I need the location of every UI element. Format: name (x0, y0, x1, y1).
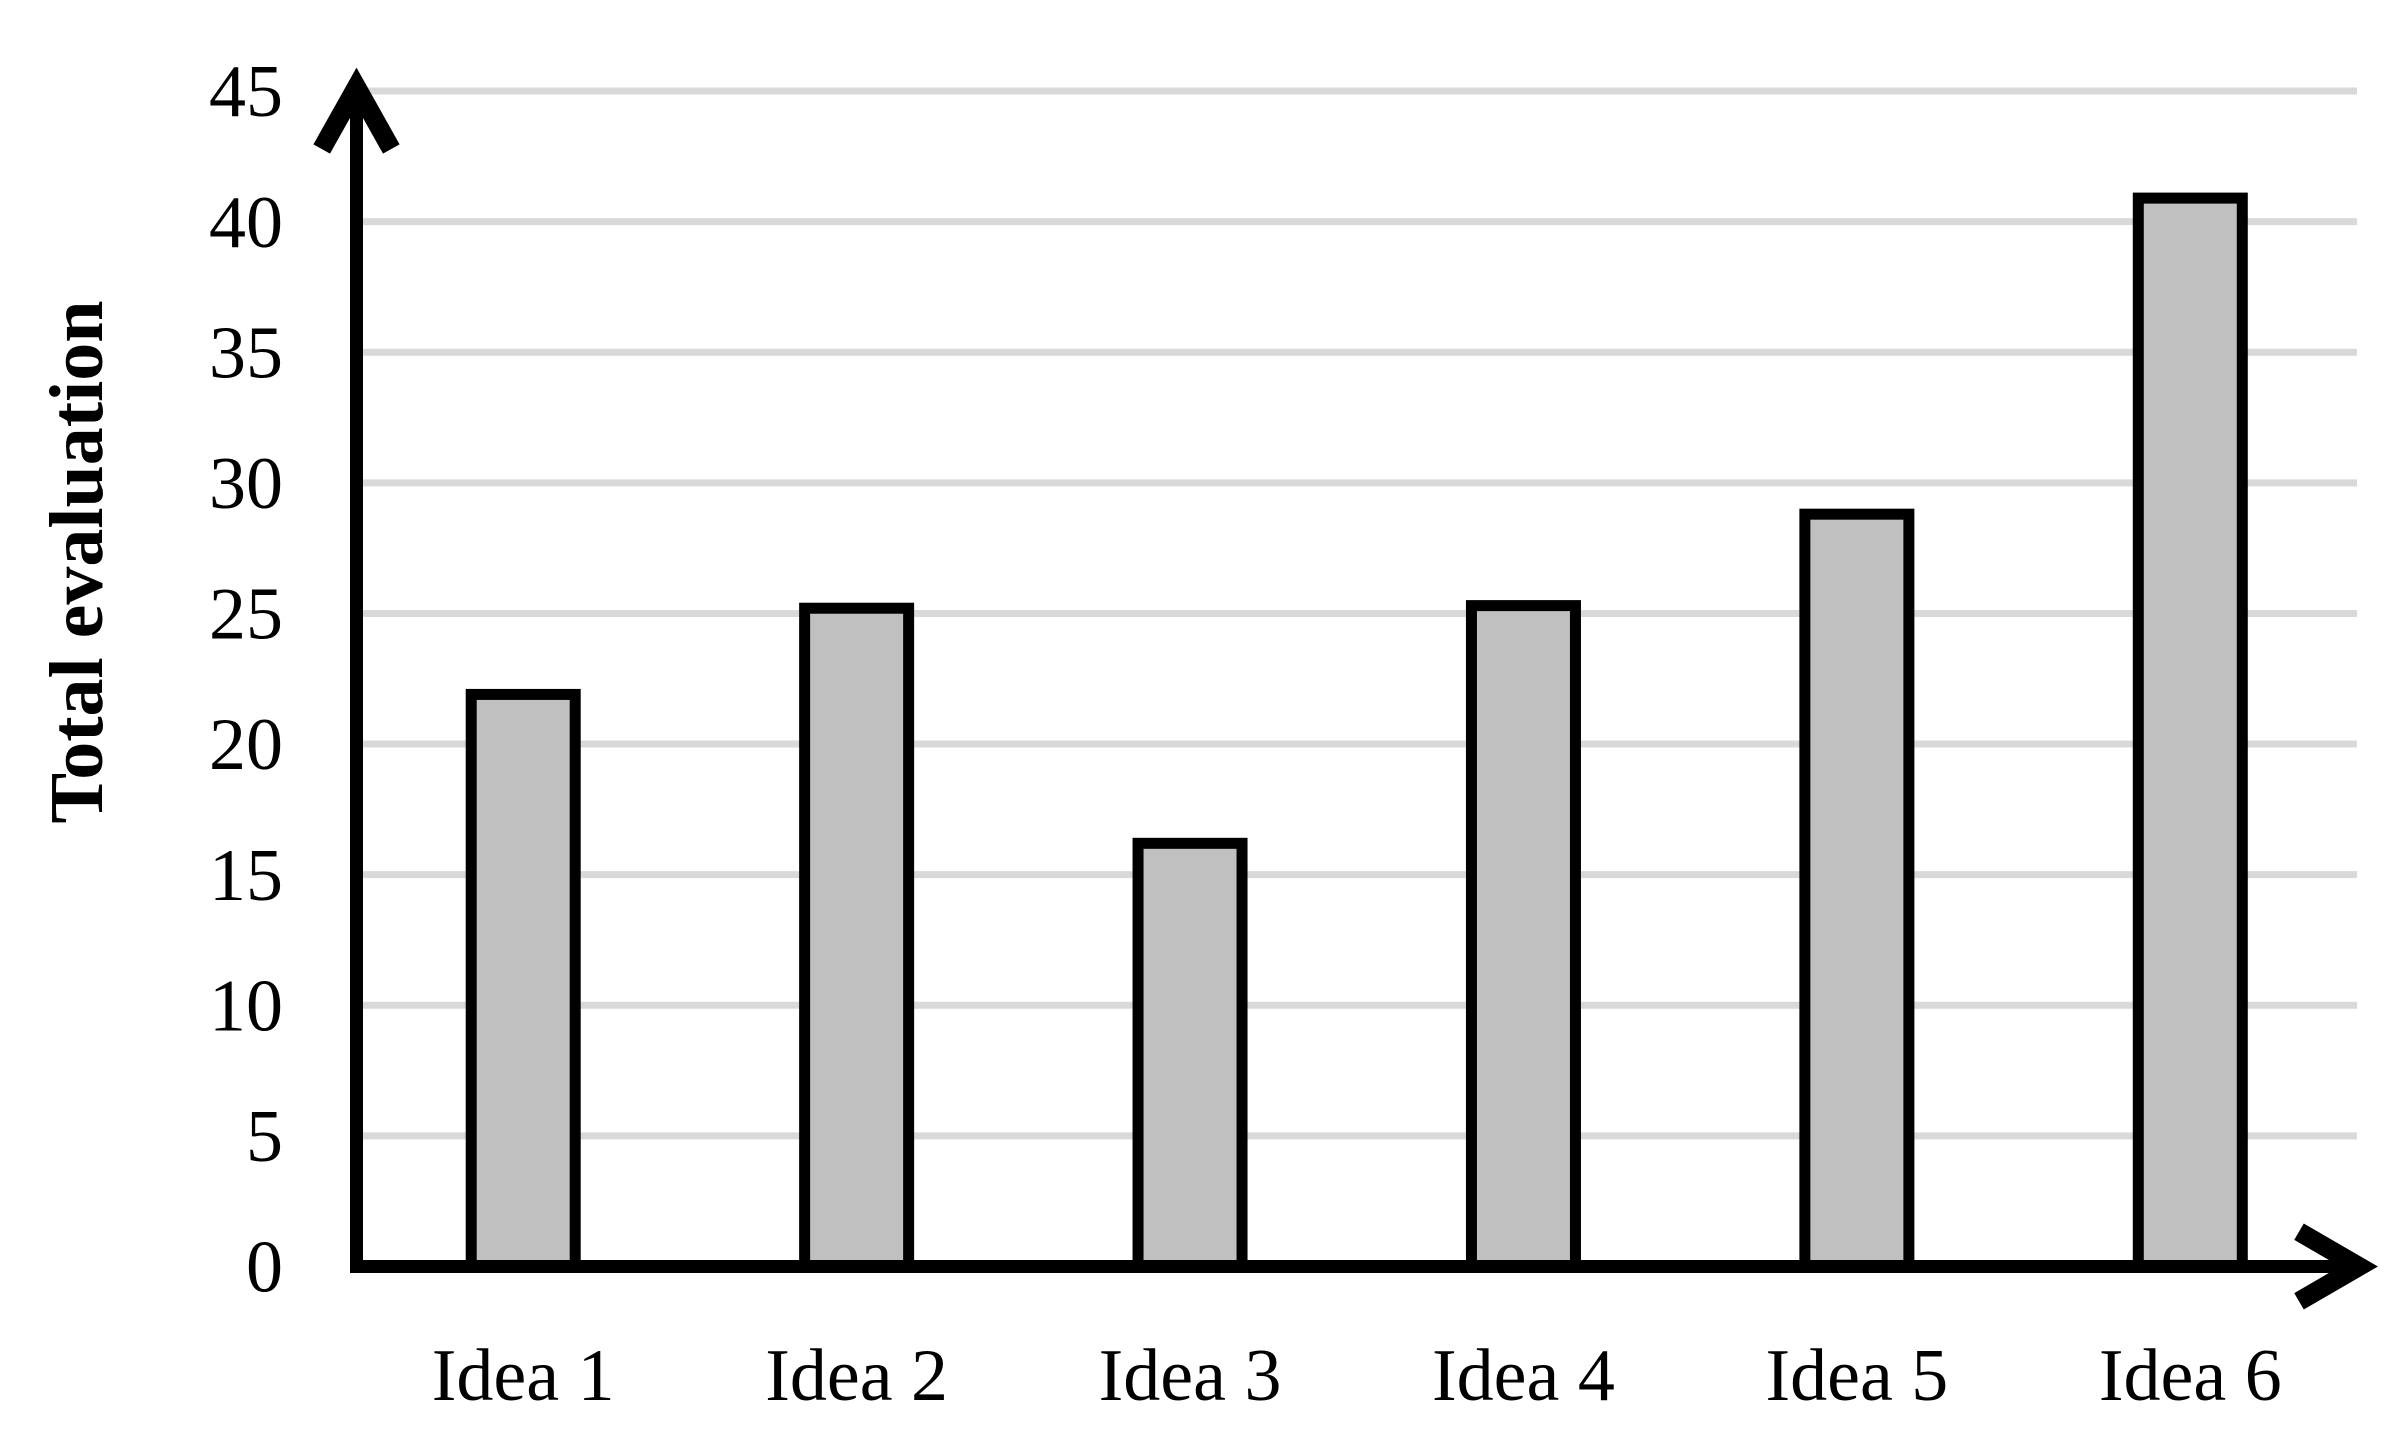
x-category-label-4: Idea 4 (1432, 1335, 1615, 1417)
y-tick-label-15: 15 (209, 835, 283, 917)
y-tick-label-0: 0 (246, 1227, 283, 1309)
y-tick-label-25: 25 (209, 574, 283, 656)
gridlines (356, 87, 2357, 1140)
y-tick-label-30: 30 (209, 443, 283, 525)
y-tick-label-5: 5 (246, 1096, 283, 1178)
y-tick-label-40: 40 (209, 182, 283, 264)
bar-idea-6 (2132, 192, 2248, 1273)
bar-idea-1 (465, 688, 581, 1272)
x-axis-arrow-icon (2294, 1223, 2378, 1310)
y-tick-labels: 0 5 10 15 20 25 30 35 40 45 (209, 51, 283, 1309)
y-tick-label-10: 10 (209, 965, 283, 1047)
x-category-label-5: Idea 5 (1765, 1335, 1948, 1417)
y-axis-title: Total evaluation (35, 301, 119, 824)
y-axis-arrow-icon (313, 67, 400, 154)
bar-idea-5 (1799, 508, 1915, 1272)
x-category-label-3: Idea 3 (1099, 1335, 1282, 1417)
x-category-label-2: Idea 2 (765, 1335, 948, 1417)
x-category-label-1: Idea 1 (432, 1335, 615, 1417)
y-tick-label-45: 45 (209, 51, 283, 133)
axes (313, 67, 2378, 1310)
y-tick-label-35: 35 (209, 312, 283, 394)
bars (465, 192, 2248, 1273)
bar-idea-3 (1132, 837, 1248, 1272)
bar-idea-4 (1465, 600, 1581, 1272)
x-category-labels: Idea 1 Idea 2 Idea 3 Idea 4 Idea 5 Idea 6 (432, 1335, 2282, 1417)
x-category-label-6: Idea 6 (2099, 1335, 2282, 1417)
bar-idea-2 (799, 602, 915, 1272)
y-tick-label-20: 20 (209, 704, 283, 786)
